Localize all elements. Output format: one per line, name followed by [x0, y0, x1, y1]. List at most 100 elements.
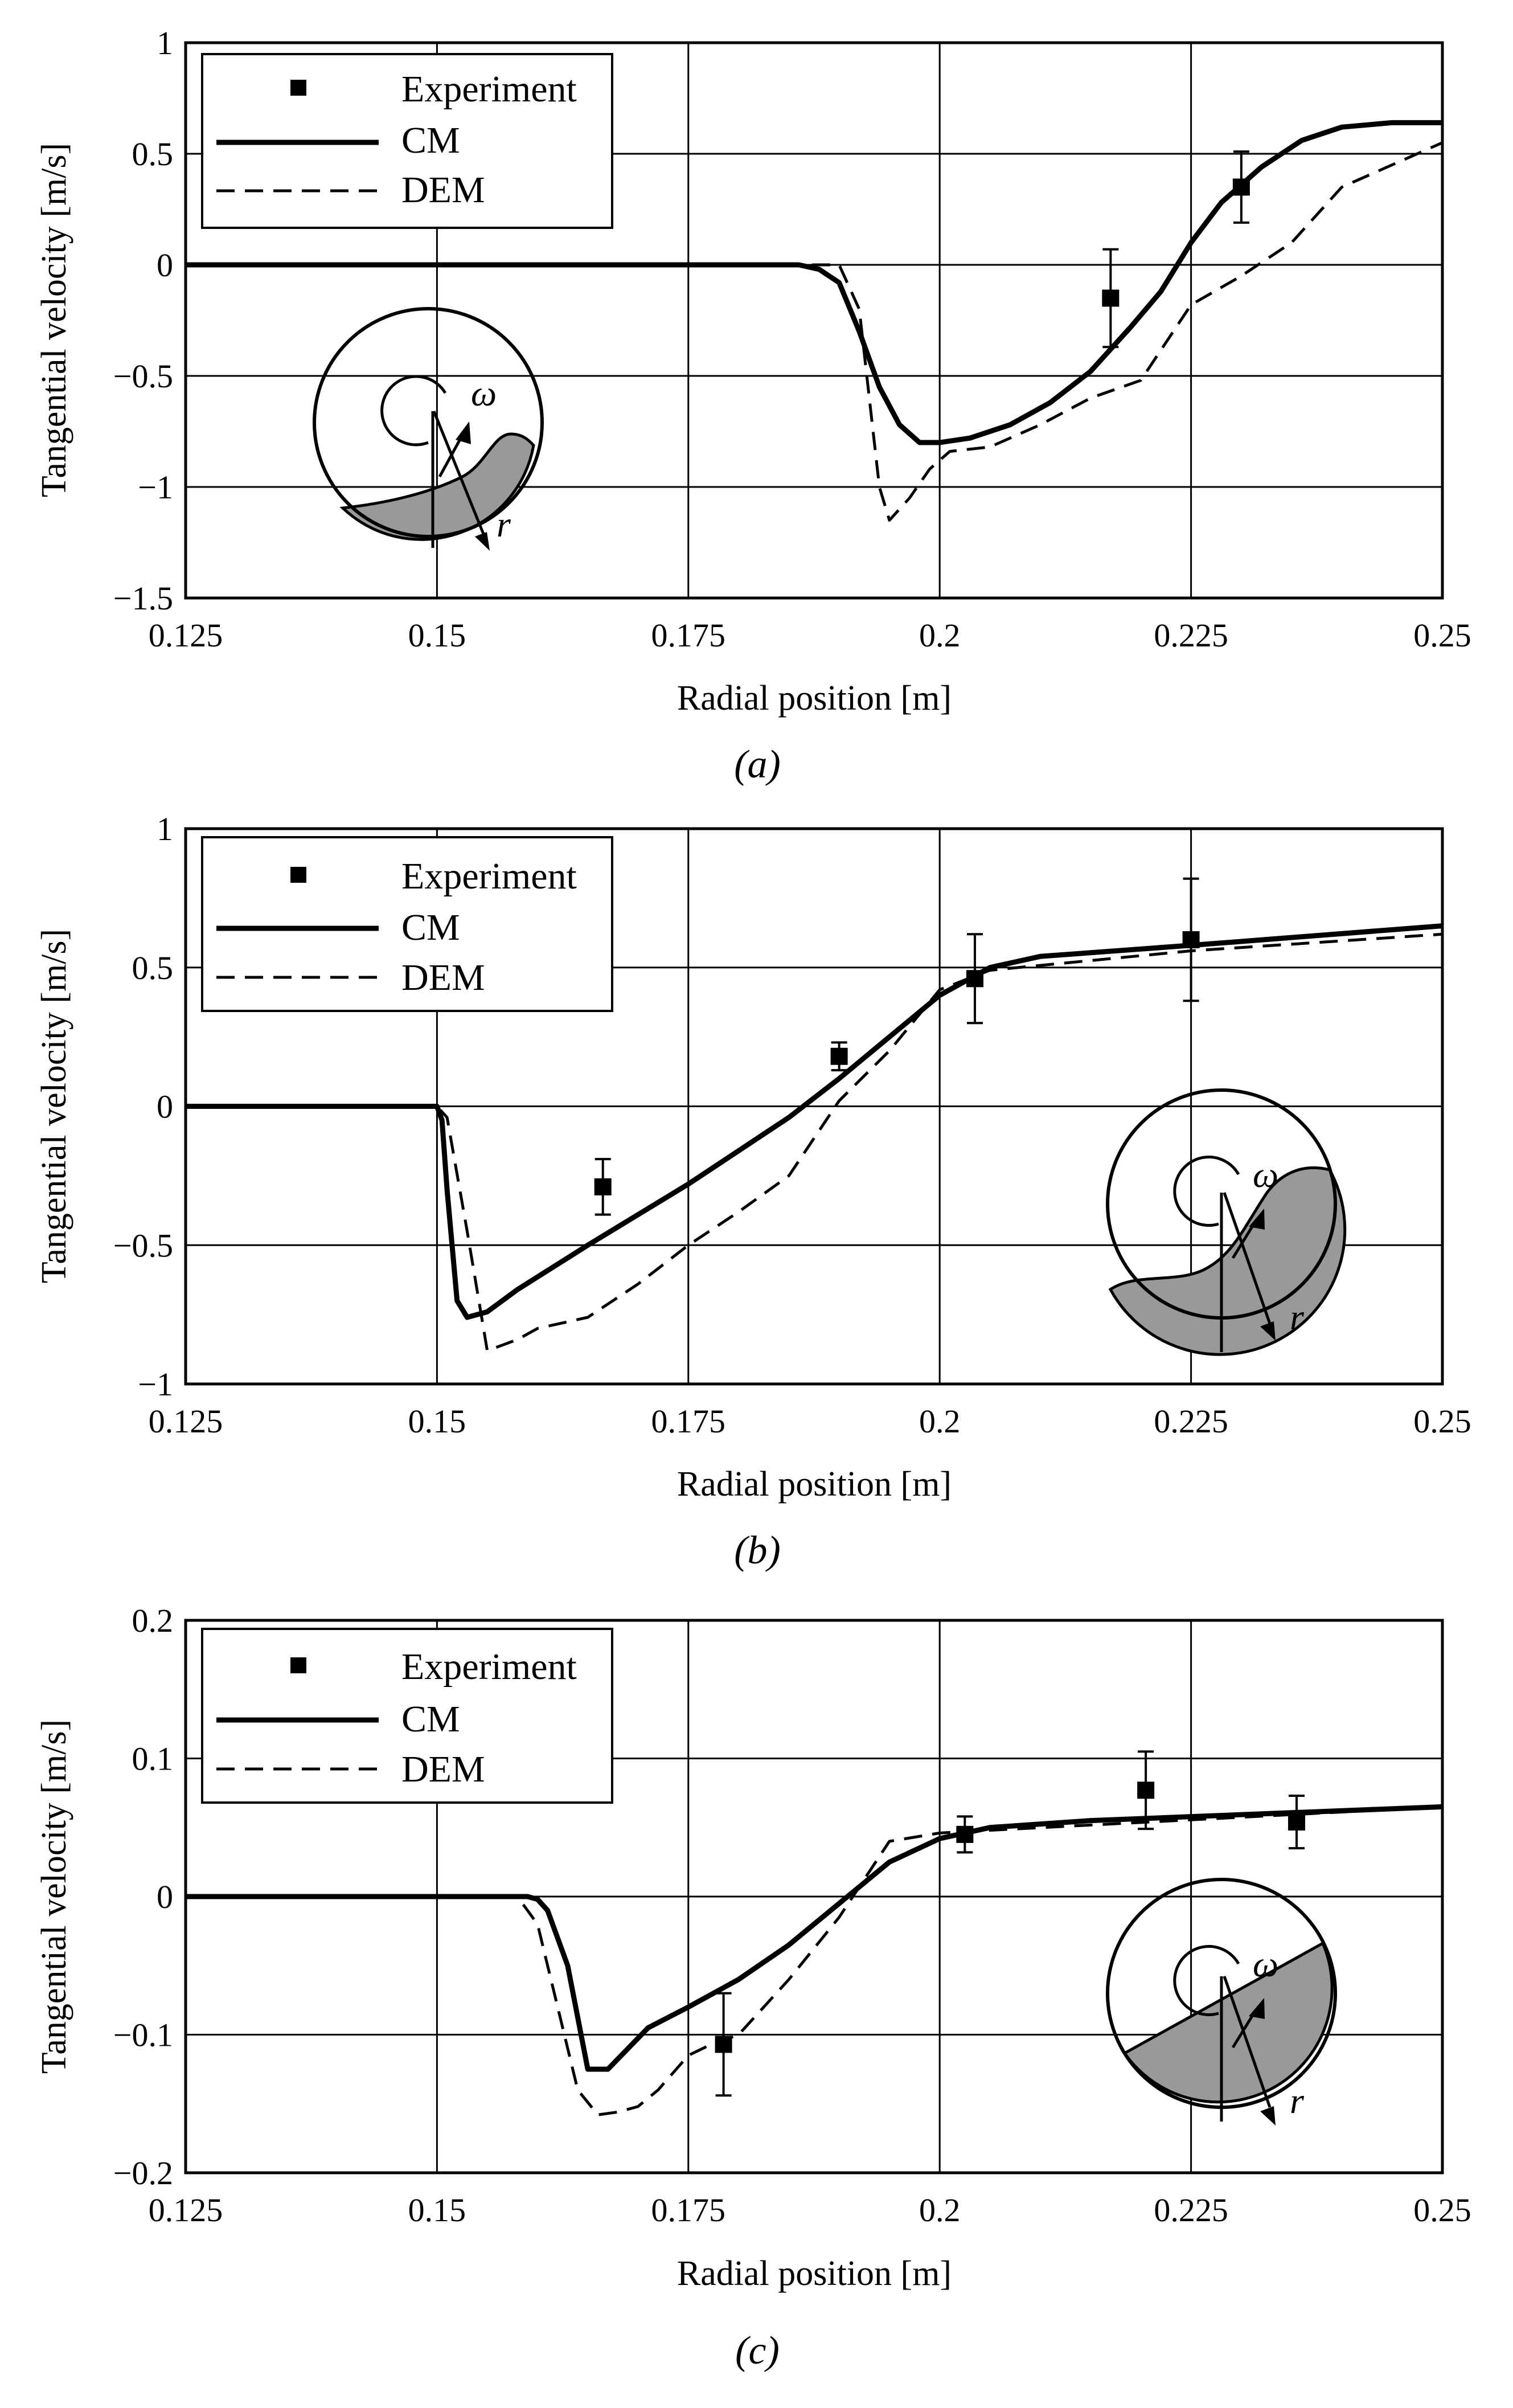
series-line-cm — [186, 923, 1443, 1320]
panel-b: −1 −0.5 0 0.5 1 0.125 0.15 0.175 0.2 0.225 0.25 ω… — [35, 810, 1471, 1572]
y-tick-label: 1 — [157, 24, 173, 62]
series-lines — [186, 923, 1443, 1352]
y-tick-label: −1 — [138, 1366, 173, 1403]
omega-arrow-shaft — [438, 434, 464, 478]
granular-bed-fill — [339, 432, 535, 541]
y-tick-label: 0 — [157, 1088, 173, 1125]
experiment-point — [1232, 150, 1250, 224]
y-tick-label: 0.2 — [132, 1602, 174, 1639]
legend-box — [201, 1628, 613, 1804]
x-tick-labels: 0.125 0.15 0.175 0.2 0.225 0.25 — [149, 2192, 1471, 2229]
x-tick-labels: 0.125 0.15 0.175 0.2 0.225 0.25 — [149, 617, 1471, 654]
experiment-point — [966, 933, 983, 1025]
x-tick-label: 0.175 — [651, 1403, 726, 1440]
x-tick-label: 0.2 — [919, 1403, 961, 1440]
omega-symbol: ω — [1253, 1944, 1278, 1984]
legend-marker-experiment — [290, 80, 306, 96]
y-axis-title: Tangential velocity [m/s] — [35, 1719, 73, 2074]
y-tick-label: 0.1 — [132, 1741, 174, 1778]
omega-symbol: ω — [1253, 1154, 1278, 1195]
x-tick-label: 0.15 — [408, 617, 466, 654]
y-tick-label: 0.5 — [132, 136, 174, 173]
rotation-arc-icon — [380, 375, 447, 447]
radial-arrow-shaft — [1223, 1192, 1272, 1324]
omega-arrow-head — [456, 421, 471, 444]
experiment-marker — [1182, 931, 1200, 948]
series-lines — [186, 1804, 1443, 2116]
drum-inset: ω r — [1106, 1878, 1337, 2126]
experiment-point — [594, 1158, 612, 1216]
r-symbol: r — [1290, 2081, 1305, 2121]
y-tick-label: −0.2 — [113, 2155, 173, 2192]
legend-marker-experiment — [290, 867, 306, 883]
x-tick-label: 0.15 — [408, 2192, 466, 2229]
x-tick-label: 0.175 — [651, 2192, 726, 2229]
experiment-points — [594, 877, 1200, 1216]
y-tick-label: −0.1 — [113, 2017, 173, 2054]
x-tick-label: 0.225 — [1154, 1403, 1228, 1440]
radial-arrow-shaft — [1223, 1976, 1272, 2108]
rotation-arc-icon — [1173, 1945, 1240, 2017]
legend-label-experiment: Experiment — [401, 68, 577, 110]
granular-bed-fill — [1122, 1941, 1334, 2104]
rotation-arc-icon — [1173, 1156, 1240, 1227]
legend-label-experiment: Experiment — [401, 1646, 577, 1688]
drum-inset: ω r — [1106, 1088, 1347, 1356]
y-axis-title: Tangential velocity [m/s] — [35, 929, 73, 1283]
plot-area-frame — [184, 41, 1444, 600]
panel-caption: (c) — [735, 2329, 780, 2373]
series-line-cm — [186, 120, 1442, 445]
y-tick-label: 0.5 — [132, 949, 174, 986]
experiment-point — [1102, 248, 1120, 349]
legend: Experiment CM DEM — [201, 836, 613, 1012]
x-tick-label: 0.15 — [408, 1403, 466, 1440]
series-lines — [186, 120, 1444, 522]
legend-label-experiment: Experiment — [401, 855, 577, 897]
drum-circle — [313, 307, 544, 538]
x-axis-title: Radial position [m] — [677, 2254, 952, 2293]
legend-marker-experiment — [290, 1657, 306, 1673]
panel-caption: (a) — [734, 743, 781, 787]
experiment-marker — [830, 1047, 848, 1065]
y-tick-labels: −0.2 −0.1 0 0.1 0.2 — [113, 1602, 173, 2192]
experiment-marker — [594, 1178, 612, 1195]
x-tick-label: 0.125 — [149, 1403, 223, 1440]
x-tick-label: 0.2 — [919, 617, 961, 654]
panel-a: −1.5−1−0.500.51 0.125 0.15 0.175 0.2 0.225 0.… — [35, 24, 1471, 787]
legend-label-dem: DEM — [401, 169, 485, 211]
legend-box — [201, 836, 613, 1012]
omega-arrow-head — [1249, 1209, 1265, 1230]
drum-inset: ω r — [313, 307, 544, 551]
x-tick-label: 0.25 — [1413, 617, 1471, 654]
panel-caption: (b) — [734, 1529, 781, 1572]
y-tick-label: 0 — [157, 1878, 173, 1915]
legend-label-cm: CM — [401, 907, 460, 948]
series-line-cm — [186, 1804, 1443, 2072]
x-tick-label: 0.25 — [1413, 1403, 1471, 1440]
r-symbol: r — [497, 504, 511, 544]
experiment-point — [1288, 1794, 1305, 1850]
experiment-point — [715, 1992, 732, 2097]
x-tick-labels: 0.125 0.15 0.175 0.2 0.225 0.25 — [149, 1403, 1471, 1440]
x-axis-title: Radial position [m] — [677, 679, 952, 718]
experiment-marker — [966, 970, 983, 988]
y-tick-label: −0.5 — [113, 1227, 173, 1264]
experiment-point — [956, 1815, 974, 1854]
x-tick-label: 0.2 — [919, 2192, 961, 2229]
y-axis-title: Tangential velocity [m/s] — [35, 143, 73, 497]
omega-symbol: ω — [471, 373, 497, 413]
r-symbol: r — [1290, 1297, 1305, 1337]
radial-arrow-head — [1260, 1321, 1276, 1341]
y-tick-labels: −1.5 −1 −0.5 0 0.5 1 — [113, 24, 173, 617]
experiment-points — [715, 1750, 1305, 2097]
y-tick-label: −1.5 — [113, 580, 173, 617]
y-tick-label: −1 — [138, 469, 173, 506]
granular-bed-fill — [1108, 1166, 1347, 1356]
panel-c: −0.2−0.100.10.2 0.125 0.15 0.175 0.2 0.225 0.… — [35, 1602, 1471, 2373]
x-tick-label: 0.125 — [149, 617, 223, 654]
omega-arrow-head — [1249, 1998, 1265, 2019]
series-line-dem — [186, 141, 1444, 522]
x-tick-label: 0.175 — [651, 617, 726, 654]
y-tick-label: 0 — [157, 247, 173, 284]
y-tick-label: 1 — [157, 810, 173, 847]
